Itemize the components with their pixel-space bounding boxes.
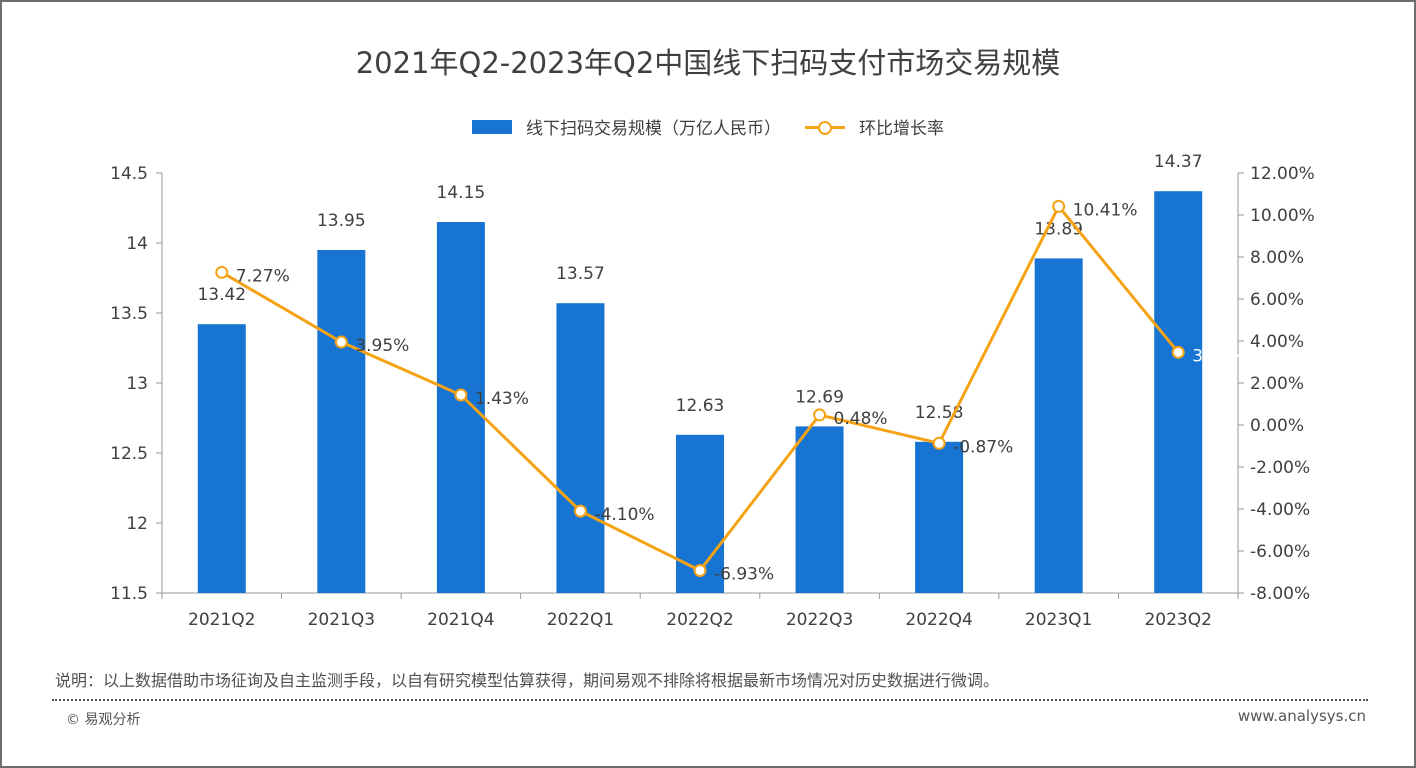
bar-value-label: 14.37 — [1154, 152, 1203, 172]
x-tick-label: 2022Q2 — [666, 610, 733, 630]
growth-point — [573, 504, 587, 518]
website-link[interactable]: www.analysys.cn — [1237, 707, 1366, 725]
bar-value-label: 13.89 — [1034, 219, 1083, 239]
right-tick-label: -6.00% — [1250, 542, 1310, 562]
x-tick-label: 2022Q4 — [905, 610, 972, 630]
growth-point — [334, 335, 348, 349]
growth-point — [454, 388, 468, 402]
left-tick-label: 12 — [126, 514, 148, 534]
legend: 线下扫码交易规模（万亿人民币） 环比增长率 — [0, 114, 1416, 139]
left-tick-label: 13 — [126, 374, 148, 394]
left-tick-label: 12.5 — [110, 444, 148, 464]
growth-point — [215, 265, 229, 279]
legend-bar-swatch — [472, 119, 512, 134]
growth-point — [813, 408, 827, 422]
right-tick-label: 0.00% — [1250, 416, 1304, 436]
bar — [317, 250, 366, 593]
legend-bar-label: 线下扫码交易规模（万亿人民币） — [526, 119, 781, 139]
bar — [795, 426, 844, 593]
left-tick-label: 14.5 — [110, 164, 148, 184]
x-tick-label: 2022Q3 — [786, 610, 853, 630]
growth-value-label: 3.95% — [355, 336, 409, 356]
right-tick-label: 6.00% — [1250, 290, 1304, 310]
x-tick-label: 2023Q2 — [1144, 610, 1211, 630]
growth-point — [693, 564, 707, 578]
growth-value-label: -6.93% — [714, 565, 774, 585]
growth-value-label: 3.46% — [1192, 346, 1246, 366]
bar — [915, 441, 964, 593]
legend-line-label: 环比增长率 — [859, 119, 944, 139]
divider — [52, 699, 1368, 701]
bar-value-label: 12.63 — [676, 396, 725, 416]
right-tick-label: 8.00% — [1250, 248, 1304, 268]
right-tick-label: -2.00% — [1250, 458, 1310, 478]
copyright: © 易观分析 — [66, 712, 141, 728]
growth-point — [1171, 345, 1185, 359]
growth-value-label: 10.41% — [1073, 200, 1138, 220]
right-tick-label: -8.00% — [1250, 584, 1310, 604]
bar — [556, 303, 605, 593]
footnote: 说明：以上数据借助市场征询及自主监测手段，以自有研究模型估算获得，期间易观不排除… — [55, 671, 1000, 690]
bar-value-label: 13.95 — [317, 211, 366, 231]
legend-line-swatch — [805, 120, 845, 135]
x-tick-label: 2021Q3 — [308, 610, 375, 630]
right-tick-label: 10.00% — [1250, 206, 1315, 226]
bar — [1154, 191, 1203, 593]
bar-value-label: 14.15 — [437, 183, 486, 203]
x-tick-label: 2022Q1 — [547, 610, 614, 630]
bar-value-label: 13.57 — [556, 264, 605, 284]
right-tick-label: 12.00% — [1250, 164, 1315, 184]
x-tick-label: 2021Q4 — [427, 610, 494, 630]
growth-value-label: 0.48% — [834, 409, 888, 429]
bar — [436, 222, 485, 593]
left-tick-label: 14 — [126, 234, 148, 254]
growth-value-label: 1.43% — [475, 389, 529, 409]
x-tick-label: 2021Q2 — [188, 610, 255, 630]
x-tick-label: 2023Q1 — [1025, 610, 1092, 630]
bar — [1034, 258, 1083, 593]
growth-value-label: -4.10% — [594, 505, 654, 525]
bar — [197, 324, 246, 593]
growth-value-label: -0.87% — [953, 437, 1013, 457]
bar-value-label: 13.42 — [197, 285, 246, 305]
right-tick-label: -4.00% — [1250, 500, 1310, 520]
growth-point — [1052, 199, 1066, 213]
left-tick-label: 13.5 — [110, 304, 148, 324]
chart-title: 2021年Q2-2023年Q2中国线下扫码支付市场交易规模 — [355, 46, 1061, 80]
left-tick-label: 11.5 — [110, 584, 148, 604]
right-tick-label: 2.00% — [1250, 374, 1304, 394]
bar-value-label: 12.69 — [795, 387, 844, 407]
growth-point — [932, 436, 946, 450]
right-tick-label: 4.00% — [1250, 332, 1304, 352]
growth-value-label: 7.27% — [236, 266, 290, 286]
